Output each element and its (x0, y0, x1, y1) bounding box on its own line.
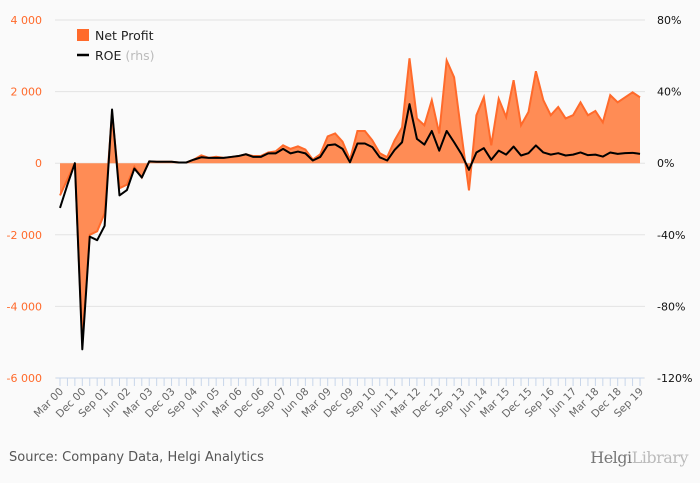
legend-net-profit-label: Net Profit (95, 28, 154, 43)
source-note: Source: Company Data, Helgi Analytics (9, 450, 264, 465)
legend-roe-label: ROE (rhs) (95, 48, 155, 63)
right-tick-label: -80% (657, 300, 685, 313)
right-tick-label: 0% (657, 157, 674, 170)
left-tick-label: 4 000 (11, 14, 43, 27)
left-tick-label: -2 000 (7, 229, 42, 242)
left-tick-label: -6 000 (7, 372, 42, 385)
legend-net-profit-swatch (77, 29, 89, 41)
legend-rhs-note: (rhs) (125, 48, 154, 63)
left-tick-label: -4 000 (7, 300, 42, 313)
net-profit-area (60, 58, 640, 343)
right-tick-label: 80% (657, 14, 681, 27)
net-profit-line (59, 56, 641, 343)
helgi-library-logo: HelgiLibrary (590, 448, 688, 467)
left-tick-label: 2 000 (11, 86, 43, 99)
right-tick-label: 40% (657, 86, 681, 99)
right-tick-label: -40% (657, 229, 685, 242)
right-tick-label: -120% (657, 372, 692, 385)
left-tick-label: 0 (35, 157, 42, 170)
chart: 4 000 2 000 0 -2 000 -4 000 -6 000 80% 40% 0% -40… (7, 14, 693, 420)
